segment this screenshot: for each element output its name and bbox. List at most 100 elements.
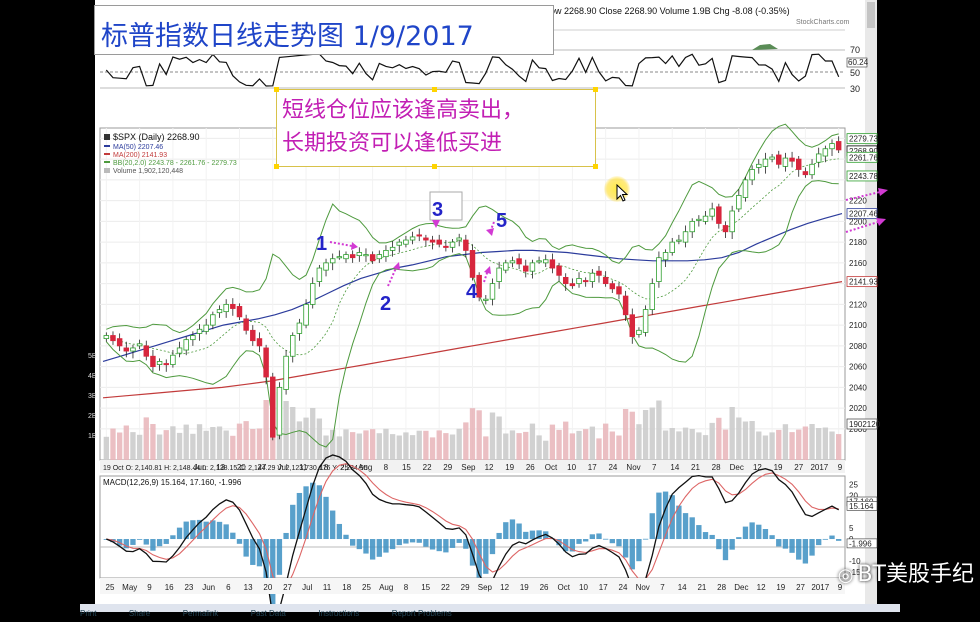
annotation-2: 2 xyxy=(380,293,391,315)
price-tick-box xyxy=(846,208,878,220)
macd-tick-label: -15 xyxy=(849,568,861,577)
volume-bar xyxy=(283,401,289,460)
footer-instructions-link[interactable]: Instructions xyxy=(318,609,360,618)
mouse-pointer-icon xyxy=(616,184,628,202)
macd-x-tick-label: 18 xyxy=(342,583,351,592)
price-tick-label: 2080 xyxy=(849,342,867,351)
macd-histogram-bar xyxy=(523,531,529,540)
volume-bar xyxy=(196,424,203,460)
volume-bar xyxy=(409,435,416,460)
candle-up xyxy=(196,328,203,334)
candle-up xyxy=(589,272,596,282)
macd-x-tick-label: 13 xyxy=(244,583,253,592)
price-tick-label: 2160 xyxy=(849,259,867,268)
volume-bar xyxy=(143,417,149,460)
candle-down xyxy=(562,276,569,285)
macd-tick: 20 xyxy=(849,491,858,500)
volume-bar xyxy=(310,408,316,460)
macd-histogram-bar xyxy=(330,510,336,540)
candle-down xyxy=(716,206,722,224)
footer-share-link[interactable]: Share xyxy=(128,609,151,618)
macd-tick: 15.164 xyxy=(846,501,878,511)
price-grid-vertical xyxy=(105,128,840,460)
macd-signal-line xyxy=(106,463,839,590)
volume-tick-label: 4B xyxy=(88,373,97,380)
candle-up xyxy=(829,143,835,150)
scrollbar-thumb[interactable] xyxy=(867,2,875,28)
bollinger-upper-band xyxy=(106,123,839,334)
candle-down xyxy=(369,254,376,262)
candle-down xyxy=(602,276,609,285)
candle-down xyxy=(270,376,276,438)
candle-up xyxy=(210,314,216,326)
x-tick-label: 2017 xyxy=(810,463,828,472)
resize-handle[interactable] xyxy=(593,87,598,92)
candle-up xyxy=(170,354,176,365)
macd-histogram-bar xyxy=(263,539,269,581)
macd-tick-label: 5 xyxy=(849,524,854,533)
volume-bar xyxy=(156,434,163,460)
price-tick: 2060 xyxy=(849,363,867,372)
ma200-line xyxy=(102,281,843,399)
annotation-5: 5 xyxy=(496,210,507,232)
macd-x-tick-label: 22 xyxy=(441,583,450,592)
candle-down xyxy=(629,314,636,337)
resize-handle[interactable] xyxy=(274,164,279,169)
volume-bar xyxy=(689,429,695,460)
macd-histogram-bar xyxy=(236,539,243,544)
footer-permalink-link[interactable]: Permalink xyxy=(182,609,219,618)
volume-bar xyxy=(130,432,136,460)
price-tick: 2261.76 xyxy=(846,151,878,163)
volume-bar xyxy=(709,422,715,460)
footer-past-data-link[interactable]: Past Data xyxy=(250,609,286,618)
macd-histogram-bar xyxy=(569,539,576,552)
volume-bar xyxy=(622,409,629,460)
resize-handle[interactable] xyxy=(432,87,437,92)
macd-histogram-bar xyxy=(622,539,629,558)
candle-up xyxy=(756,163,762,168)
volume-tick-label: 1B xyxy=(88,433,97,440)
volume-bar xyxy=(742,421,749,460)
macd-histogram-bar xyxy=(829,535,835,540)
x-tick-label: 8 xyxy=(384,463,389,472)
source-label: StockCharts.com xyxy=(796,19,849,26)
resize-handle[interactable] xyxy=(432,164,437,169)
candle-up xyxy=(742,179,749,198)
footer-print-link[interactable]: Print xyxy=(80,609,97,618)
resize-handle[interactable] xyxy=(274,87,279,92)
macd-histogram-bar xyxy=(536,530,542,540)
volume-bar xyxy=(762,435,769,460)
volume-bar xyxy=(123,425,129,460)
resize-handle[interactable] xyxy=(593,164,598,169)
macd-histogram-bar xyxy=(662,491,669,540)
macd-x-axis: 25 May 9 16 23 Jun 6 13 20 27 Jul 11 18 25 Aug 8 15 22 29 S… xyxy=(106,583,843,592)
volume-bar xyxy=(802,426,809,460)
candle-up xyxy=(383,250,389,258)
macd-tick: -15 xyxy=(849,568,861,577)
macd-histogram-bar xyxy=(709,534,715,540)
price-tick-box xyxy=(846,418,878,430)
candle-up xyxy=(496,267,502,282)
candle-up xyxy=(403,239,409,245)
volume-bar xyxy=(702,435,709,460)
volume-bar xyxy=(816,428,822,460)
volume-bar xyxy=(463,422,469,460)
macd-histogram-bar xyxy=(150,539,156,551)
scrollbar-track[interactable] xyxy=(865,0,877,604)
volume-bar xyxy=(416,430,422,460)
x-tick-label: 7 xyxy=(652,463,657,472)
x-tick-label: 17 xyxy=(588,463,597,472)
candle-up xyxy=(183,339,189,351)
price-tick-label: 2040 xyxy=(849,383,867,392)
macd-line xyxy=(106,454,840,612)
macd-x-tick-label: Jun xyxy=(202,583,215,592)
macd-histogram-bar xyxy=(463,539,469,549)
candle-up xyxy=(682,231,689,243)
macd-x-tick-label: 19 xyxy=(776,583,785,592)
footer-report-link[interactable]: Report Problems xyxy=(391,609,452,618)
macd-x-tick-label: 9 xyxy=(147,583,152,592)
ohlc-readout: 19 Oct O: 2,140.81 H: 2,148.44 L: 2,138.… xyxy=(103,465,368,472)
candle-up xyxy=(309,283,316,305)
price-tick-box xyxy=(846,133,878,145)
chart-legend: $SPX (Daily) 2268.90 MA(50) 2207.46 MA(2… xyxy=(104,132,237,175)
